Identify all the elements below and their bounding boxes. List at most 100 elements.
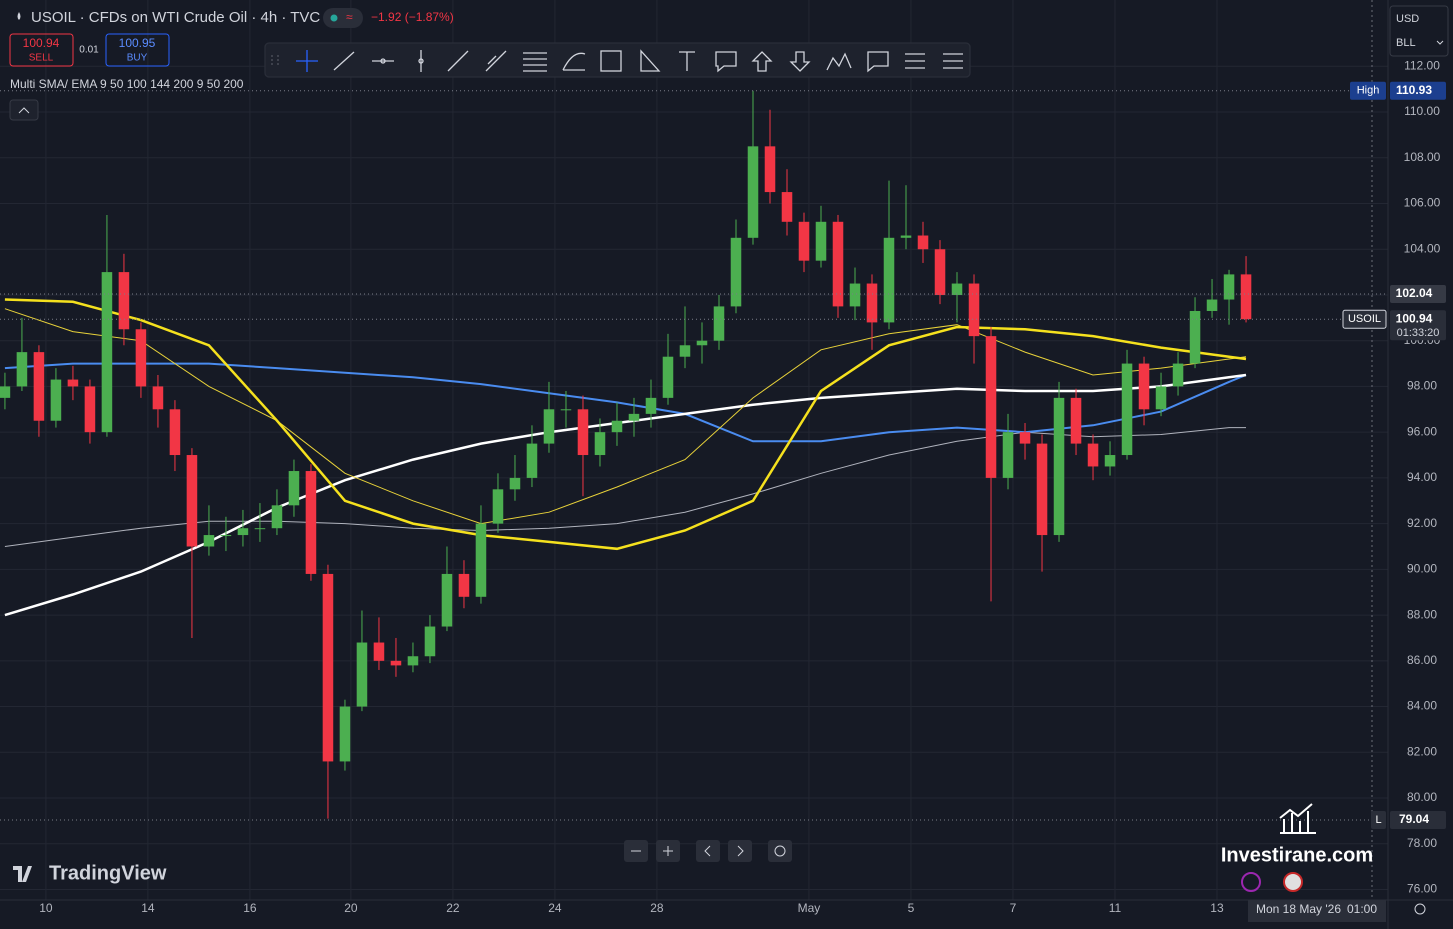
tool-channel[interactable] [485,50,507,72]
price-tag [1390,810,1446,829]
candle-body [543,409,555,444]
tool-ranges[interactable] [905,53,925,69]
grid [0,0,1388,900]
icon-a[interactable] [1241,872,1261,892]
reset[interactable] [768,840,792,862]
sell-button[interactable] [9,33,74,67]
price-lines: 110.93 High 102.04 100.94 01:33:20 USOIL 79.04… [0,81,1446,829]
tool-short[interactable] [789,51,811,72]
y-tick-label: 88.00 [1407,607,1437,621]
candle-body [1223,274,1235,300]
y-tick-label: 92.00 [1407,516,1437,530]
ma-line [4,308,1247,525]
tool-note[interactable] [867,51,889,73]
candle-body [1036,443,1048,536]
candle-body [815,221,827,261]
candle-body [866,283,878,323]
candle-body [1019,432,1031,444]
candle-body [1121,363,1133,456]
tool-triangle[interactable] [640,49,661,72]
candle-body [645,397,657,414]
tool-long[interactable] [751,51,773,72]
status-pill[interactable] [323,8,363,28]
y-tick-label: 112.00 [1404,58,1440,72]
x-tick-label: 16 [243,901,257,915]
unit-caret [1436,40,1444,45]
price-tag [1390,285,1446,304]
candle-body [305,471,317,574]
tool-ray[interactable] [447,50,469,72]
candle-body [798,221,810,261]
candle-body [475,523,487,597]
toolbar-grip [271,55,279,67]
candle-body [339,706,351,762]
candle-body [662,356,674,398]
price-tag-value: 79.04 [1399,812,1429,826]
sell-label: SELL [29,53,54,64]
tool-callout[interactable] [715,51,737,73]
tool-trend[interactable] [333,51,355,71]
scroll-left[interactable] [696,840,720,862]
price-countdown: 01:33:20 [1397,327,1440,339]
candle-body [594,432,606,456]
price-tag-value: 102.04 [1396,286,1433,300]
settings-icon[interactable] [1414,903,1426,915]
price-tag [1390,310,1446,341]
candle-body [237,528,249,536]
candles [0,90,1252,819]
x-tick-label: 22 [446,901,460,915]
zoom-controls [624,840,792,862]
candle-body [560,409,572,411]
scroll-right[interactable] [728,840,752,862]
collapse-button[interactable] [9,99,39,121]
drawing-toolbar [264,42,971,78]
y-tick-label: 76.00 [1407,882,1437,896]
candle-body [1002,432,1014,478]
candle-body [577,409,589,456]
y-tick-label: 86.00 [1407,653,1437,667]
candle-body [50,379,62,421]
tool-pattern[interactable] [826,52,852,71]
buy-price: 100.95 [119,36,156,50]
watermark: Investirane.com [1221,844,1373,866]
tool-cross[interactable] [296,50,318,72]
symbol-title: USOIL · CFDs on WTI Crude Oil · 4h · TVC [31,9,320,26]
ma-line [4,427,1246,547]
tool-text[interactable] [679,51,695,71]
candle-body [152,386,164,410]
candle-body [135,329,147,387]
currency-box[interactable] [1389,5,1449,57]
date-box [1248,900,1386,922]
x-tick-label: 20 [344,901,358,915]
candle-body [1206,299,1218,311]
candle-body [951,283,963,295]
y-tick-label: 110.00 [1404,104,1440,118]
price-label-box [1371,810,1386,829]
candle-body [1087,443,1099,467]
tool-brush[interactable] [562,52,586,71]
axes: 76.00 78.00 80.00 82.00 84.00 86.00 88.00 90.00… [39,58,1440,915]
price-change: −1.92 (−1.87%) [371,10,454,24]
candle-body [390,660,402,666]
candle-body [679,345,691,357]
icon-b[interactable] [1283,872,1303,892]
price-tag-value: 100.94 [1396,311,1433,325]
tv-logo [13,866,32,882]
candle-body [67,379,79,387]
tool-fib[interactable] [523,52,547,72]
candle-body [883,237,895,323]
buy-button[interactable] [105,33,170,67]
candle-body [1172,363,1184,387]
candle-body [696,340,708,346]
unit: BLL [1396,37,1416,49]
candle-body [0,386,11,398]
tool-forecast[interactable] [943,53,963,69]
tool-rect[interactable] [600,50,622,72]
x-tick-label: May [798,901,821,915]
candle-body [1104,455,1116,467]
candle-body [781,192,793,222]
y-tick-label: 98.00 [1407,379,1437,393]
scroll-right-icon [737,845,744,857]
candle-body [288,471,300,506]
symbol-icon [17,12,21,20]
